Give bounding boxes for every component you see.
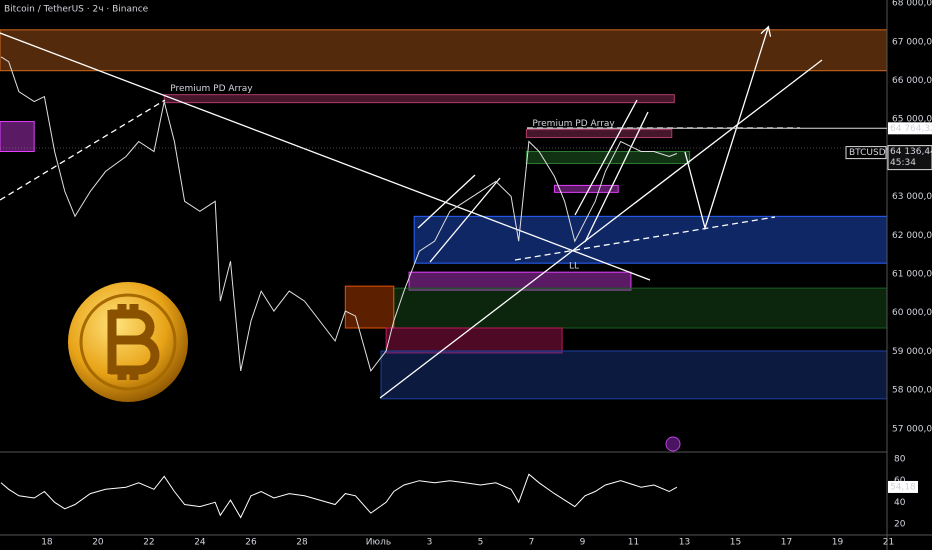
y-tick-label: 62 000,00	[892, 231, 932, 241]
x-tick-label: 24	[194, 538, 206, 548]
x-tick-label: 3	[427, 538, 433, 548]
trend-line	[514, 216, 776, 261]
zone	[393, 287, 888, 329]
channel-line	[417, 174, 476, 229]
trend-line	[0, 32, 651, 281]
x-tick-label: Июль	[366, 538, 391, 548]
chart-title: Bitcoin / TetherUS · 2ч · Binance	[4, 5, 149, 15]
x-tick-label: 11	[628, 538, 639, 548]
y2-tick-label: 20	[894, 519, 906, 529]
x-tick-label: 7	[529, 538, 535, 548]
x-tick-label: 9	[580, 538, 586, 548]
x-tick-label: 28	[296, 538, 308, 548]
y-tick-label: 66 000,00	[892, 76, 932, 86]
countdown: 45:34	[890, 158, 916, 168]
low-label: LL	[569, 262, 579, 272]
price-level-box	[888, 122, 932, 135]
y-tick-label: 67 000,00	[892, 37, 932, 47]
symbol-label: BTCUSDT	[849, 148, 892, 158]
x-tick-label: 5	[478, 538, 484, 548]
y-tick-label: 63 000,00	[892, 192, 932, 202]
symbol-box	[845, 146, 887, 160]
x-tick-label: 21	[883, 538, 894, 548]
zone	[385, 327, 563, 354]
channel-line	[429, 177, 501, 263]
y-tick-label: 58 000,00	[892, 386, 932, 396]
zone	[0, 29, 888, 72]
zone	[408, 271, 632, 291]
channel-line	[584, 111, 649, 243]
x-tick-label: 19	[832, 538, 844, 548]
projection-arrow	[684, 28, 768, 231]
rsi-last-label: 54,18	[890, 482, 916, 492]
x-tick-label: 22	[143, 538, 154, 548]
bitcoin-logo	[68, 282, 188, 402]
last-price-box	[887, 145, 932, 171]
zone	[553, 184, 619, 193]
x-tick-label: 17	[781, 538, 792, 548]
trend-line	[379, 59, 823, 399]
rsi-line	[0, 473, 678, 519]
x-tick-label: 20	[92, 538, 104, 548]
price-line	[0, 56, 678, 372]
y-tick-label: 57 000,00	[892, 424, 932, 434]
zone	[163, 94, 675, 104]
y2-tick-label: 80	[894, 455, 906, 465]
x-tick-label: 26	[245, 538, 257, 548]
zone	[380, 350, 888, 400]
x-tick-label: 18	[41, 538, 53, 548]
x-tick-label: 13	[679, 538, 690, 548]
event-icon[interactable]	[665, 436, 681, 452]
y-tick-label: 61 000,00	[892, 269, 932, 279]
zone	[525, 151, 691, 164]
zone	[525, 129, 673, 139]
channel-line	[574, 99, 638, 216]
rsi-last-box	[888, 480, 918, 493]
y-tick-label: 65 000,00	[892, 115, 932, 125]
zone	[344, 285, 395, 329]
trend-line	[0, 99, 166, 201]
y2-tick-label: 40	[894, 498, 906, 508]
zone-label: Premium PD Array	[170, 84, 253, 94]
y-tick-label: 59 000,00	[892, 347, 932, 357]
last-price-label: 64 136,44	[890, 147, 932, 157]
price-level-label: 64 764,32	[890, 124, 932, 134]
zone	[413, 215, 888, 264]
zone	[0, 121, 35, 153]
x-tick-label: 15	[730, 538, 741, 548]
y-tick-label: 60 000,00	[892, 308, 932, 318]
zone-label: Premium PD Array	[532, 119, 615, 129]
y-tick-label: 68 000,00	[892, 0, 932, 9]
